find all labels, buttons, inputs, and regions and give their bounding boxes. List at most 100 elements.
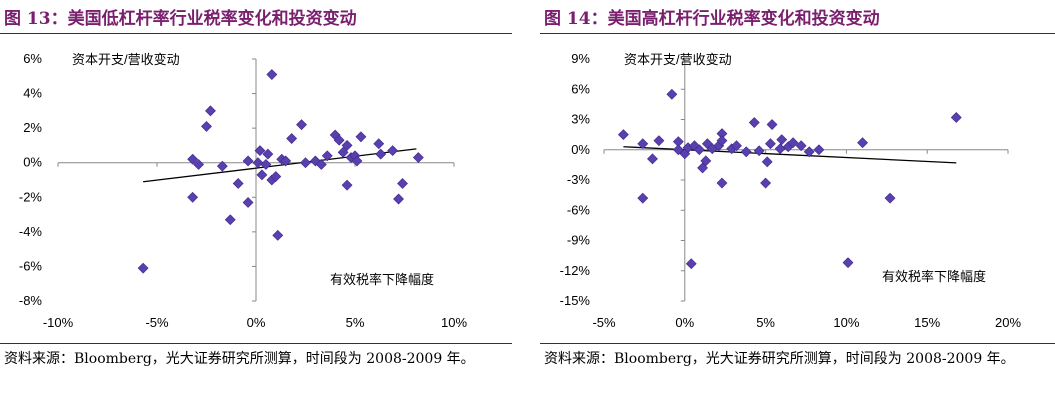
scatter-point	[950, 112, 962, 123]
scatter-point	[666, 88, 678, 100]
scatter-point	[341, 179, 353, 191]
x-axis-title: 有效税率下降幅度	[882, 269, 986, 284]
scatter-point	[256, 169, 268, 181]
scatter-point	[700, 155, 712, 167]
y-tick-label: -3%	[567, 172, 591, 187]
source-divider	[0, 343, 512, 344]
scatter-point	[262, 148, 274, 160]
source-divider	[540, 343, 1055, 344]
chart-title: 图 13：美国低杠杆率行业税率变化和投资变动	[4, 9, 357, 29]
title-divider	[540, 33, 1055, 34]
scatter-point	[716, 135, 728, 147]
scatter-point	[685, 258, 697, 270]
scatter-point	[205, 105, 216, 117]
scatter-point	[201, 120, 212, 132]
scatter-point	[224, 214, 236, 226]
y-tick-label: 4%	[23, 86, 42, 101]
scatter-point	[373, 138, 385, 150]
scatter-point	[748, 117, 760, 128]
scatter-point	[252, 157, 264, 169]
y-tick-label: 0%	[571, 142, 590, 157]
y-tick-label: 0%	[23, 155, 42, 170]
scatter-point	[672, 144, 684, 156]
chart-panel-14: 图 14：美国高杠杆行业税率变化和投资变动 -15% -12% -9% -6% -3% 0…	[540, 0, 1055, 401]
source-note: 资料来源：Bloomberg，光大证券研究所测算，时间段为 2008-2009 …	[544, 351, 1015, 367]
y-tick-label: -4%	[19, 224, 43, 239]
title-divider	[0, 33, 512, 34]
y-tick-label: -9%	[567, 233, 591, 248]
scatter-point	[753, 145, 765, 157]
y-tick-label: 6%	[23, 51, 42, 66]
y-tick-label: -15%	[560, 293, 591, 308]
scatter-point	[232, 178, 244, 189]
y-tick-label: -6%	[567, 202, 591, 217]
scatter-point	[137, 262, 149, 274]
x-tick-label: -10%	[43, 315, 74, 330]
scatter-point	[315, 159, 327, 170]
trend-line	[143, 148, 417, 183]
x-tick-label: -5%	[592, 315, 616, 330]
y-tick-label: -6%	[19, 258, 43, 273]
x-tick-label: 20%	[995, 315, 1021, 330]
scatter-point	[341, 140, 353, 151]
scatter-point	[193, 159, 205, 170]
y-tick-label: 6%	[571, 81, 590, 96]
scatter-point	[393, 193, 404, 205]
y-axis-title: 资本开支/营收变动	[624, 52, 732, 67]
scatter-point	[760, 177, 772, 189]
scatter-point	[321, 150, 333, 162]
y-tick-label: -2%	[19, 189, 43, 204]
y-tick-label: -8%	[19, 293, 43, 308]
scatter-point	[765, 138, 776, 150]
chart-panel-13: 图 13：美国低杠杆率行业税率变化和投资变动 -8% -6% -4% -2% 0% 2% 4…	[0, 0, 512, 401]
x-tick-label: 0%	[675, 315, 694, 330]
scatter-point	[216, 160, 228, 172]
scatter-point	[637, 192, 649, 204]
y-tick-label: 9%	[571, 51, 590, 66]
x-tick-label: 10%	[441, 315, 467, 330]
chart-title: 图 14：美国高杠杆行业税率变化和投资变动	[544, 9, 880, 29]
scatter-point	[296, 119, 307, 131]
x-axis-title: 有效税率下降幅度	[330, 272, 434, 287]
scatter-point	[351, 155, 363, 167]
scatter-point	[412, 152, 424, 163]
scatter-point	[857, 137, 868, 149]
scatter-point	[803, 146, 815, 158]
scatter-point	[795, 140, 807, 152]
scatter-point	[272, 229, 284, 241]
scatter-point	[254, 145, 266, 157]
scatter-chart-14: -15% -12% -9% -6% -3% 0% 3% 6% 9% -5% 0% 5% 10% 15% 20…	[560, 51, 1022, 330]
scatter-point	[761, 156, 773, 168]
scatter-chart-13: -8% -6% -4% -2% 0% 2% 4% 6% -10% -5% 0% 5% 10% 资本开支/营…	[19, 51, 468, 330]
scatter-point	[884, 192, 896, 204]
scatter-point	[693, 144, 705, 156]
y-tick-label: 2%	[23, 120, 42, 135]
scatter-point	[813, 144, 825, 156]
scatter-point	[375, 148, 387, 160]
x-tick-label: 5%	[756, 315, 775, 330]
scatter-point	[766, 119, 778, 130]
scatter-point	[731, 140, 742, 152]
y-axis-title: 资本开支/营收变动	[72, 52, 180, 67]
scatter-point	[286, 133, 298, 144]
scatter-point	[397, 178, 408, 189]
x-tick-label: 5%	[346, 315, 365, 330]
scatter-point	[787, 137, 799, 149]
scatter-point	[617, 129, 629, 141]
scatter-point	[776, 134, 788, 146]
x-tick-label: 0%	[247, 315, 266, 330]
x-tick-label: 15%	[914, 315, 940, 330]
scatter-point	[187, 153, 199, 165]
scatter-point	[280, 155, 292, 167]
scatter-point	[266, 69, 278, 80]
scatter-point	[187, 191, 199, 203]
scatter-point	[842, 257, 854, 269]
scatter-point	[774, 143, 786, 155]
scatter-point	[637, 138, 649, 150]
scatter-point	[653, 135, 665, 147]
scatter-point	[647, 153, 658, 165]
scatter-point	[387, 145, 399, 157]
scatter-point	[740, 146, 752, 158]
scatter-point	[355, 131, 367, 143]
scatter-point	[270, 171, 282, 182]
